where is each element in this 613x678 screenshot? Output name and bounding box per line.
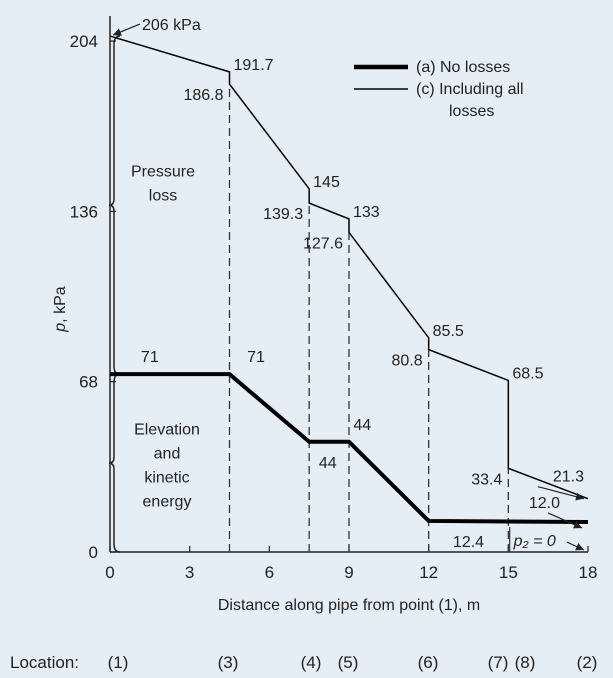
pressure-loss-bracket xyxy=(108,35,121,375)
annotation-label: 191.7 xyxy=(234,57,274,74)
series-with-losses xyxy=(109,35,589,500)
arrow-head xyxy=(113,28,122,36)
elevation-label: energy xyxy=(143,493,192,510)
location-label: (8) xyxy=(515,653,536,672)
brackets: Pressure loss Elevation and kinetic energy xyxy=(108,35,200,553)
series-no-losses xyxy=(110,372,589,524)
legend-label: losses xyxy=(449,103,494,120)
legend: (a) No losses (c) Including all losses xyxy=(354,59,524,120)
y-axis-label-unit: , kPa xyxy=(52,286,69,323)
annotation-label: 145 xyxy=(313,174,340,191)
arrow-head xyxy=(575,492,584,501)
y-axis-label: p, kPa xyxy=(52,286,69,332)
annotation-label: 44 xyxy=(353,417,371,434)
location-row: Location: (1) (3) (4) (5) (6) (7) (8) (2) xyxy=(10,653,597,672)
annotation-label: 12.4 xyxy=(453,534,484,551)
x-tick-label: 18 xyxy=(579,563,598,582)
location-label: (4) xyxy=(301,653,322,672)
annotation-label: 139.3 xyxy=(263,206,303,223)
annotation-label: p₂ = 0 xyxy=(513,533,556,550)
x-tick-label: 15 xyxy=(499,563,518,582)
elevation-label: kinetic xyxy=(144,469,189,486)
arrow-head xyxy=(575,543,584,551)
legend-label: (a) No losses xyxy=(416,59,510,76)
x-tick-label: 9 xyxy=(344,563,353,582)
annotation-label: 85.5 xyxy=(433,323,464,340)
y-tick-label: 68 xyxy=(79,373,98,392)
x-tick-label: 6 xyxy=(265,563,274,582)
x-ticks: 0 3 6 9 12 15 18 xyxy=(105,546,597,582)
elevation-label: Elevation xyxy=(134,421,200,438)
series-lines xyxy=(109,35,589,524)
y-tick-label: 204 xyxy=(70,32,98,51)
x-tick-label: 0 xyxy=(105,563,114,582)
annotations: 206 kPa 191.7 186.8 145 139.3 133 127.6 85.5 80.… xyxy=(112,17,585,552)
y-tick-label: 136 xyxy=(70,202,98,221)
arrow-head xyxy=(573,521,582,529)
annotation-label: 21.3 xyxy=(553,469,584,486)
annotation-label: 206 kPa xyxy=(142,17,201,34)
annotation-label: 44 xyxy=(319,455,337,472)
x-tick-label: 12 xyxy=(419,563,438,582)
annotation-label: 33.4 xyxy=(471,471,502,488)
pressure-loss-label: loss xyxy=(149,187,177,204)
location-prefix: Location: xyxy=(10,653,79,672)
annotation-label: 71 xyxy=(141,349,159,366)
pressure-loss-label: Pressure xyxy=(131,163,195,180)
dashed-verticals xyxy=(228,84,509,552)
x-tick-label: 3 xyxy=(185,563,194,582)
location-label: (7) xyxy=(488,653,509,672)
x-axis-label: Distance along pipe from point (1), m xyxy=(218,597,480,614)
location-label: (6) xyxy=(418,653,439,672)
elevation-bracket xyxy=(108,373,121,553)
annotation-label: 68.5 xyxy=(512,365,543,382)
annotation-label: 71 xyxy=(247,349,265,366)
y-axis-label-symbol: p xyxy=(52,323,69,333)
legend-label: (c) Including all xyxy=(416,81,524,98)
location-label: (2) xyxy=(577,653,598,672)
annotation-label: 133 xyxy=(353,204,380,221)
annotation-label: 12.0 xyxy=(529,495,560,512)
y-tick-label: 0 xyxy=(89,543,98,562)
annotation-label: 186.8 xyxy=(183,87,223,104)
annotation-label: 80.8 xyxy=(392,353,423,370)
y-ticks: 0 68 136 204 xyxy=(70,32,116,562)
annotation-label: 127.6 xyxy=(303,235,343,252)
location-label: (3) xyxy=(218,653,239,672)
elevation-label: and xyxy=(154,445,181,462)
location-label: (5) xyxy=(338,653,359,672)
location-label: (1) xyxy=(108,653,129,672)
